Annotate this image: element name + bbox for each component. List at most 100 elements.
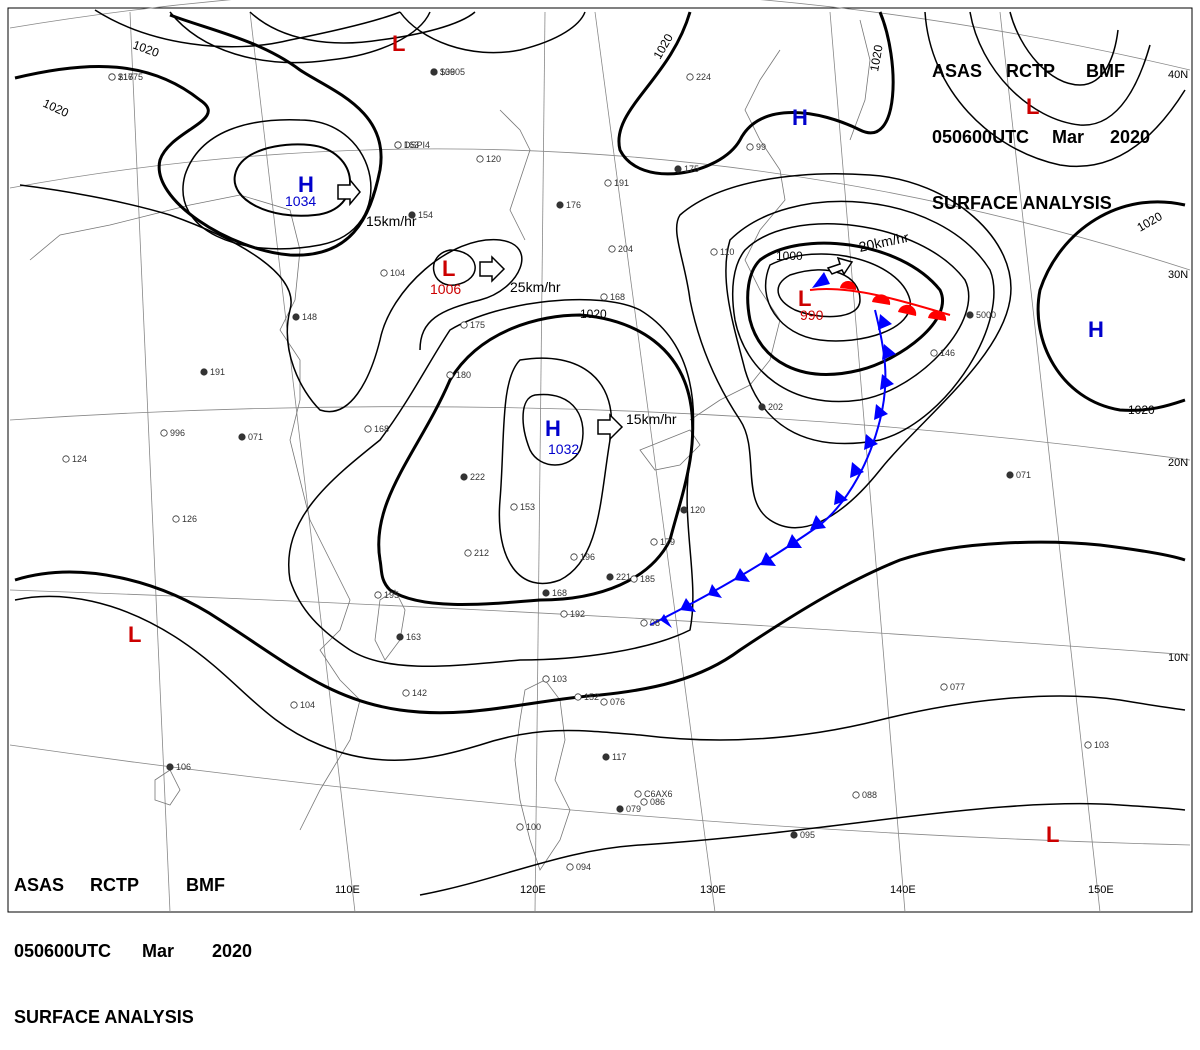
isobars (14, 9, 1186, 896)
surface-analysis-map: 10N 20N 30N 40N 110E 120E 130E 140E 150E (7, 0, 1193, 913)
isobar-1006-inner (433, 249, 476, 286)
cold-front-triangle (850, 462, 864, 478)
station-marker-icon (364, 425, 372, 433)
center-pressure: 990 (800, 307, 824, 323)
header-center: RCTP (90, 875, 139, 895)
header-code: BMF (186, 875, 225, 895)
low-icon: L (1026, 94, 1039, 119)
latitude-line-30n (9, 148, 1191, 271)
cold-front-triangle (660, 614, 672, 628)
station-value: 152 (584, 692, 599, 702)
header-title: SURFACE ANALYSIS (14, 1007, 194, 1027)
japan-coast (689, 49, 786, 421)
station-value: 146 (940, 348, 955, 358)
lon-label: 110E (335, 884, 360, 896)
station-marker-icon (394, 141, 402, 149)
isobar-top-2 (169, 11, 431, 64)
station-value: 222 (470, 472, 485, 482)
station-marker-icon (374, 591, 382, 599)
high-pressure-center: H 1032 (545, 416, 579, 457)
lon-label: 120E (520, 884, 546, 896)
header-year: 2020 (1110, 127, 1151, 147)
isobar-ne-2 (969, 11, 1151, 126)
latitude-line-10n (9, 589, 1191, 656)
isobar-ring-990-2 (764, 253, 911, 342)
station-marker-icon (966, 311, 974, 319)
warm-front-semicircle (928, 310, 947, 321)
station-value: 103 (552, 674, 567, 684)
movement-arrow-icon (479, 255, 506, 283)
high-icon: H (545, 416, 561, 441)
movement-speed-label: 15km/hr (366, 213, 417, 229)
header-line: ASAS RCTP BMF (932, 60, 1150, 82)
longitude-line-150e (999, 11, 1101, 913)
warm-front (809, 280, 951, 321)
lon-label: 140E (890, 884, 916, 896)
station-marker-icon (930, 349, 938, 357)
station-marker-icon (940, 683, 948, 691)
station-marker-icon (680, 506, 688, 514)
station-value: DSPI4 (404, 140, 430, 150)
station-marker-icon (408, 211, 416, 219)
station-marker-icon (542, 675, 550, 683)
header-month: Mar (1052, 127, 1085, 147)
station-value: 180 (456, 370, 471, 380)
station-marker-icon (238, 433, 246, 441)
station-marker-icon (710, 248, 718, 256)
longitude-line-140e (829, 11, 906, 913)
station-marker-icon (460, 473, 468, 481)
station-value: 204 (618, 244, 633, 254)
station-marker-icon (600, 698, 608, 706)
header-line: 050600UTC Mar 2020 (932, 126, 1150, 148)
station-value: 168 (374, 424, 389, 434)
cold-front-triangle (864, 434, 878, 450)
station-marker-icon (1084, 741, 1092, 749)
station-marker-icon (640, 619, 648, 627)
center-pressure: 1032 (548, 441, 579, 457)
warm-front-line (809, 288, 951, 316)
station-value: 153 (520, 502, 535, 512)
station-marker-icon (608, 245, 616, 253)
high-icon: H (1088, 317, 1104, 342)
station-marker-icon (634, 790, 642, 798)
station-value: 106 (176, 762, 191, 772)
movement-arrow-icon (597, 413, 624, 441)
station-value: 120 (486, 154, 501, 164)
station-marker-icon (510, 503, 518, 511)
header-month: Mar (142, 941, 175, 961)
movement-speed-label: 25km/hr (510, 279, 561, 295)
station-value: 079 (626, 804, 641, 814)
station-value: 104 (390, 268, 405, 278)
sakhalin-coast (849, 19, 871, 141)
lat-label: 10N (1168, 652, 1188, 664)
station-marker-icon (446, 371, 454, 379)
longitude-labels: 110E 120E 130E 140E 150E (335, 884, 1114, 896)
header-code: BMF (1086, 61, 1125, 81)
isobar-1020-north (14, 13, 383, 257)
header-line: 050600UTC Mar 2020 (14, 940, 252, 962)
high-icon: H (792, 105, 808, 130)
station-marker-icon (640, 798, 648, 806)
station-value: 168 (552, 588, 567, 598)
isobar-ne-3 (1009, 11, 1119, 86)
isobar-south-1020 (14, 540, 1186, 715)
station-value: 148 (302, 312, 317, 322)
cold-front-triangle (760, 552, 776, 566)
low-pressure-center: L (1026, 94, 1039, 119)
station-value: 168 (610, 292, 625, 302)
chart-header-top-right: ASAS RCTP BMF 050600UTC Mar 2020 SURFACE… (932, 16, 1150, 236)
isobar-south-2 (419, 802, 1186, 896)
station-value: $3605 (440, 67, 465, 77)
warm-front-semicircle (898, 304, 917, 316)
header-line: ASAS RCTP BMF (14, 874, 252, 896)
station-value: 126 (182, 514, 197, 524)
station-value: 221 (616, 572, 631, 582)
cold-front-triangle (880, 374, 894, 390)
longitude-line-130e (594, 11, 716, 913)
station-marker-icon (686, 73, 694, 81)
longitude-line-100e (129, 11, 171, 913)
isobar-top-1 (94, 9, 401, 48)
station-marker-icon (602, 753, 610, 761)
isobar-label: 1020 (867, 43, 885, 72)
lon-label: 150E (1088, 884, 1114, 896)
